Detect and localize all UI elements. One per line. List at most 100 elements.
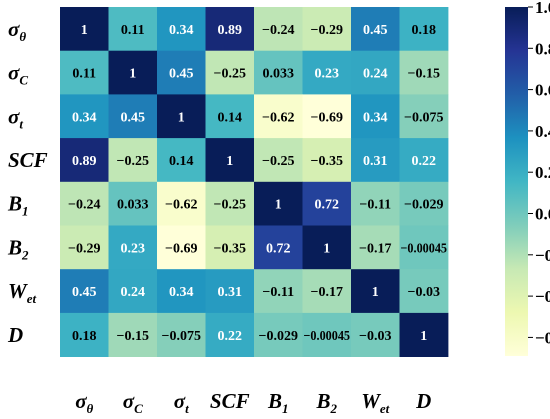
column-label: B2 (315, 389, 337, 416)
heatmap-cell (399, 7, 449, 52)
cell-value: 1 (420, 329, 427, 344)
heatmap-cell (399, 138, 449, 183)
colorbar-tick-label: −0.2 (535, 246, 550, 265)
row-label: σθ (8, 17, 26, 44)
heatmap-cell (205, 50, 255, 95)
heatmap-cell (157, 138, 206, 183)
cell-value: 1 (323, 241, 330, 256)
cell-value: −0.03 (408, 285, 440, 300)
heatmap-cell (351, 50, 400, 95)
heatmap-cell (254, 312, 303, 357)
cell-value: 0.14 (218, 110, 243, 125)
cell-value: 0.23 (315, 67, 340, 82)
cell-value: 0.45 (169, 67, 194, 82)
cell-value: −0.35 (214, 241, 246, 256)
cell-value: −0.11 (262, 285, 294, 300)
heatmap-cell (351, 225, 400, 270)
cell-value: 0.23 (121, 241, 146, 256)
cell-value: 0.11 (121, 23, 145, 38)
heatmap-cell (399, 181, 449, 226)
heatmap-cell (351, 181, 400, 226)
cell-value: −0.25 (117, 154, 149, 169)
cell-value: −0.15 (117, 329, 149, 344)
heatmap-cell (205, 7, 255, 52)
heatmap-cell (157, 50, 206, 95)
cell-value: −0.029 (404, 198, 443, 213)
heatmap-cell (60, 312, 109, 357)
heatmap-cell (351, 138, 400, 183)
row-label: B1 (7, 192, 29, 219)
cell-value: −0.03 (359, 329, 391, 344)
heatmap-cell (60, 138, 109, 183)
cell-value: −0.29 (68, 241, 100, 256)
cell-value: 0.11 (72, 67, 96, 82)
heatmap-cell (157, 181, 206, 226)
cell-value: 0.24 (363, 67, 388, 82)
heatmap-cell (157, 269, 206, 314)
colorbar (505, 7, 528, 356)
heatmap-cell (60, 181, 109, 226)
cell-value: −0.11 (359, 198, 391, 213)
column-label: Wet (361, 389, 389, 416)
heatmap-cell (302, 94, 352, 139)
colorbar-tick-label: 1.0 (535, 0, 550, 17)
row-label: D (7, 323, 23, 347)
heatmap-cell (302, 50, 352, 95)
heatmap-cells (60, 7, 449, 357)
heatmap-cell (60, 7, 109, 52)
row-label: σt (8, 104, 23, 131)
heatmap-cell (205, 312, 255, 357)
cell-value: 1 (372, 285, 379, 300)
cell-value: 0.72 (266, 241, 291, 256)
cell-value: −0.69 (165, 241, 197, 256)
row-label: σC (8, 61, 28, 88)
cell-value: 0.22 (412, 154, 437, 169)
cell-value: −0.24 (68, 198, 100, 213)
heatmap-cell (302, 312, 352, 357)
column-label: SCF (210, 389, 250, 413)
cell-value: 0.31 (218, 285, 243, 300)
cell-value: 1 (81, 23, 88, 38)
heatmap-cell (157, 225, 206, 270)
heatmap-cell (60, 269, 109, 314)
cell-value: 0.45 (72, 285, 97, 300)
heatmap-cell (108, 50, 158, 95)
row-label: Wet (8, 279, 36, 306)
heatmap-cell-values: 1 0.11 0.34 0.89 −0.24 −0.29 0.45 0.18 0.11 1 0.45… (68, 23, 447, 344)
colorbar-tick-label: −0.4 (535, 287, 550, 306)
column-label: D (415, 389, 431, 413)
cell-value: 0.45 (121, 110, 146, 125)
cell-value: −0.25 (262, 154, 294, 169)
cell-value: 0.45 (363, 23, 388, 38)
heatmap-cell (399, 312, 449, 357)
heatmap-cell (302, 269, 352, 314)
cell-value: −0.25 (214, 67, 246, 82)
heatmap-cell (302, 181, 352, 226)
row-label: SCF (8, 148, 48, 172)
heatmap-cell (108, 7, 158, 52)
colorbar-tick-label: 0.0 (535, 205, 550, 224)
cell-value: −0.17 (311, 285, 343, 300)
cell-value: 0.89 (218, 23, 243, 38)
heatmap-cell (108, 269, 158, 314)
heatmap-cell (254, 50, 303, 95)
heatmap-cell (399, 225, 449, 270)
cell-value: −0.15 (408, 67, 440, 82)
row-label: B2 (7, 235, 29, 262)
heatmap-cell (254, 138, 303, 183)
heatmap-cell (351, 312, 400, 357)
heatmap-cell (302, 7, 352, 52)
cell-value: 0.24 (121, 285, 146, 300)
column-labels: σθ σC σt SCF B1 B2 Wet D (75, 389, 431, 416)
heatmap-cell (108, 94, 158, 139)
heatmap-cell (302, 138, 352, 183)
heatmap-cell (205, 138, 255, 183)
column-label: B1 (267, 389, 289, 416)
cell-value: −0.62 (165, 198, 197, 213)
colorbar-ticks: 1.0 0.8 0.6 0.4 0.2 0.0 −0.2 −0.4 −0.6 (528, 0, 550, 347)
cell-value: 1 (226, 154, 233, 169)
heatmap-cell (351, 94, 400, 139)
heatmap-cell (399, 94, 449, 139)
column-label: σθ (75, 389, 93, 416)
colorbar-tick-label: −0.6 (535, 328, 550, 347)
